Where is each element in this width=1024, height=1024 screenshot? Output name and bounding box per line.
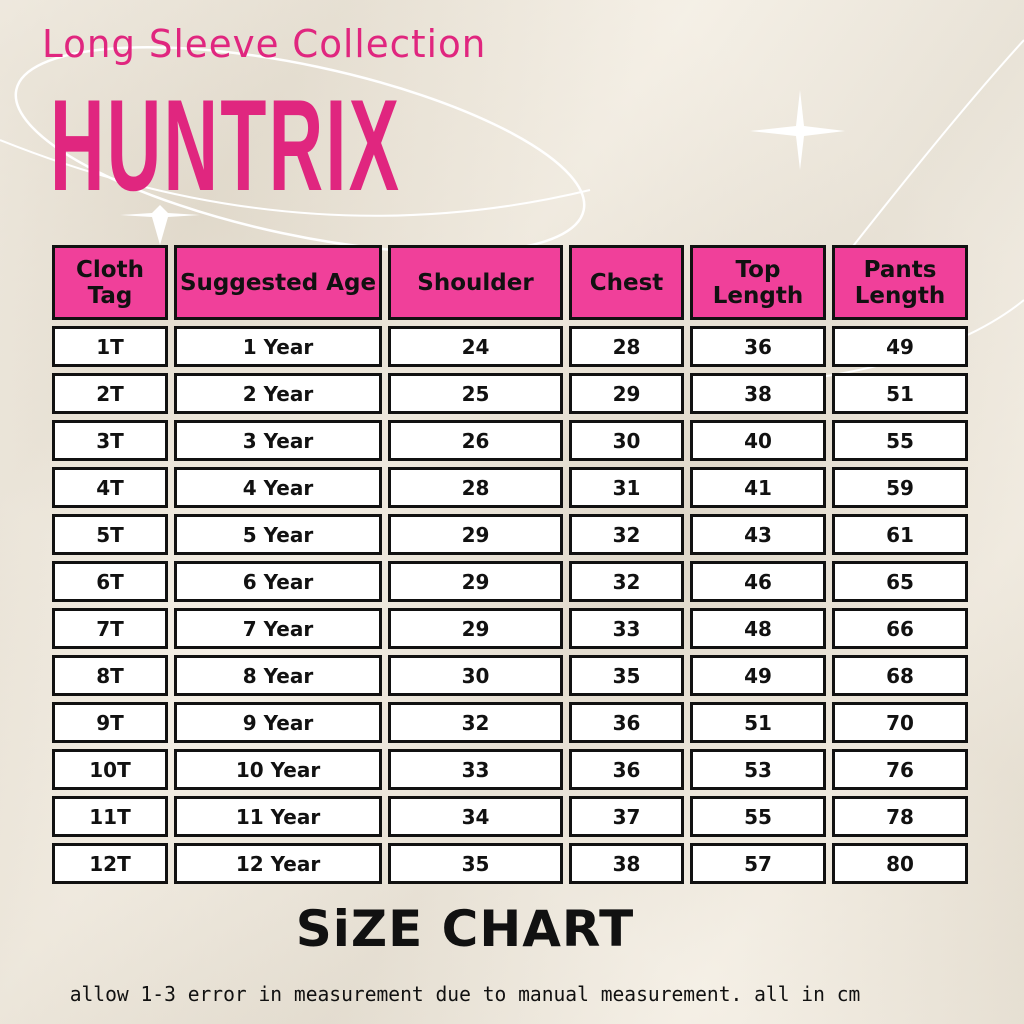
table-cell: 3 Year: [174, 420, 382, 461]
table-cell: 3T: [52, 420, 168, 461]
table-cell: 35: [569, 655, 684, 696]
table-cell: 7T: [52, 608, 168, 649]
table-cell: 46: [690, 561, 826, 602]
table-cell: 34: [388, 796, 563, 837]
table-cell: 10 Year: [174, 749, 382, 790]
table-cell: 4T: [52, 467, 168, 508]
table-cell: 29: [388, 561, 563, 602]
table-row: 12T 12 Year 35 38 57 80: [52, 843, 968, 884]
table-cell: 9T: [52, 702, 168, 743]
table-cell: 61: [832, 514, 968, 555]
brand-logo: HUNTRIX: [50, 72, 402, 218]
table-cell: 28: [569, 326, 684, 367]
table-cell: 33: [388, 749, 563, 790]
table-cell: 6T: [52, 561, 168, 602]
column-header: Cloth Tag: [52, 245, 168, 320]
table-row: 3T 3 Year 26 30 40 55: [52, 420, 968, 461]
table-cell: 40: [690, 420, 826, 461]
table-cell: 35: [388, 843, 563, 884]
table-cell: 48: [690, 608, 826, 649]
collection-subtitle: Long Sleeve Collection: [42, 22, 487, 66]
table-cell: 49: [832, 326, 968, 367]
table-cell: 41: [690, 467, 826, 508]
column-header: Suggested Age: [174, 245, 382, 320]
column-header: Chest: [569, 245, 684, 320]
table-cell: 36: [569, 749, 684, 790]
table-cell: 31: [569, 467, 684, 508]
table-cell: 28: [388, 467, 563, 508]
table-cell: 70: [832, 702, 968, 743]
table-row: 5T 5 Year 29 32 43 61: [52, 514, 968, 555]
table-cell: 65: [832, 561, 968, 602]
column-header: Top Length: [690, 245, 826, 320]
table-cell: 59: [832, 467, 968, 508]
table-cell: 38: [569, 843, 684, 884]
column-header: Pants Length: [832, 245, 968, 320]
table-cell: 57: [690, 843, 826, 884]
table-cell: 49: [690, 655, 826, 696]
table-row: 6T 6 Year 29 32 46 65: [52, 561, 968, 602]
table-cell: 78: [832, 796, 968, 837]
table-cell: 30: [388, 655, 563, 696]
table-cell: 38: [690, 373, 826, 414]
table-cell: 12T: [52, 843, 168, 884]
table-row: 11T 11 Year 34 37 55 78: [52, 796, 968, 837]
table-cell: 80: [832, 843, 968, 884]
table-row: 7T 7 Year 29 33 48 66: [52, 608, 968, 649]
size-chart-title: SiZE CHART: [295, 900, 635, 958]
table-cell: 26: [388, 420, 563, 461]
sparkle-icon: [750, 90, 845, 170]
table-cell: 2T: [52, 373, 168, 414]
table-cell: 51: [690, 702, 826, 743]
table-cell: 32: [569, 561, 684, 602]
table-row: 8T 8 Year 30 35 49 68: [52, 655, 968, 696]
table-cell: 51: [832, 373, 968, 414]
table-cell: 1 Year: [174, 326, 382, 367]
size-table: Cloth Tag Suggested Age Shoulder Chest Top L…: [46, 239, 974, 890]
table-cell: 37: [569, 796, 684, 837]
column-header: Shoulder: [388, 245, 563, 320]
table-cell: 53: [690, 749, 826, 790]
table-cell: 11T: [52, 796, 168, 837]
table-cell: 8 Year: [174, 655, 382, 696]
table-header-row: Cloth Tag Suggested Age Shoulder Chest Top L…: [52, 245, 968, 320]
table-cell: 30: [569, 420, 684, 461]
table-cell: 8T: [52, 655, 168, 696]
table-cell: 29: [388, 514, 563, 555]
table-cell: 5T: [52, 514, 168, 555]
table-cell: 43: [690, 514, 826, 555]
table-row: 1T 1 Year 24 28 36 49: [52, 326, 968, 367]
table-cell: 4 Year: [174, 467, 382, 508]
table-row: 4T 4 Year 28 31 41 59: [52, 467, 968, 508]
table-cell: 33: [569, 608, 684, 649]
table-cell: 29: [388, 608, 563, 649]
table-cell: 9 Year: [174, 702, 382, 743]
table-cell: 7 Year: [174, 608, 382, 649]
table-cell: 55: [832, 420, 968, 461]
table-cell: 12 Year: [174, 843, 382, 884]
table-cell: 10T: [52, 749, 168, 790]
table-cell: 1T: [52, 326, 168, 367]
table-cell: 36: [690, 326, 826, 367]
table-cell: 6 Year: [174, 561, 382, 602]
table-cell: 2 Year: [174, 373, 382, 414]
table-cell: 24: [388, 326, 563, 367]
table-cell: 68: [832, 655, 968, 696]
table-cell: 11 Year: [174, 796, 382, 837]
table-cell: 29: [569, 373, 684, 414]
table-cell: 32: [388, 702, 563, 743]
table-cell: 25: [388, 373, 563, 414]
table-row: 9T 9 Year 32 36 51 70: [52, 702, 968, 743]
table-row: 10T 10 Year 33 36 53 76: [52, 749, 968, 790]
table-cell: 66: [832, 608, 968, 649]
table-cell: 76: [832, 749, 968, 790]
measurement-note: allow 1-3 error in measurement due to ma…: [69, 982, 861, 1006]
table-cell: 5 Year: [174, 514, 382, 555]
table-row: 2T 2 Year 25 29 38 51: [52, 373, 968, 414]
sparkle-icon: [120, 205, 200, 245]
table-cell: 36: [569, 702, 684, 743]
table-cell: 55: [690, 796, 826, 837]
table-cell: 32: [569, 514, 684, 555]
